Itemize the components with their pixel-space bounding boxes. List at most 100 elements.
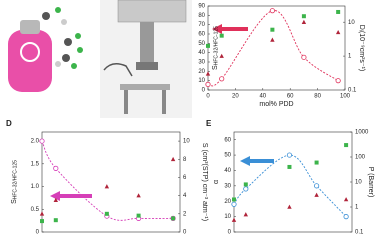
point	[206, 43, 210, 48]
point	[287, 164, 292, 169]
point	[269, 8, 275, 14]
y2-tick-label: 10	[348, 20, 355, 26]
apparatus-illustration	[100, 0, 192, 118]
y2-tick-label: 0	[183, 230, 187, 236]
point	[343, 214, 349, 220]
y-tick-label: 30	[224, 183, 231, 189]
point	[287, 204, 292, 209]
point	[219, 76, 225, 82]
y2-tick-label: 4	[183, 193, 187, 199]
point	[53, 218, 58, 223]
plot-frame	[41, 131, 181, 233]
axis-label-part: (10⁻⁹cm²s⁻¹)	[358, 31, 365, 71]
point	[243, 182, 248, 187]
point	[205, 81, 211, 88]
y2-tick-label: 1000	[355, 130, 369, 136]
y-tick-label: 0.5	[31, 207, 40, 213]
axis-label-part: (cm³(STP) cm⁻³ atm⁻¹)	[201, 148, 208, 222]
arrow	[240, 156, 274, 166]
panel-label: E	[206, 119, 212, 128]
y-tick-label: 50	[224, 153, 231, 159]
y2-tick-label: 2	[183, 211, 187, 217]
point	[314, 160, 319, 165]
y-tick-label: 40	[198, 50, 205, 56]
axis-label: S (cm³(STP) cm⁻³ atm⁻¹)	[201, 143, 208, 221]
y-tick-label: 20	[224, 199, 231, 205]
point	[219, 33, 224, 38]
axis-label-part: i	[357, 30, 363, 31]
point	[205, 71, 211, 76]
point	[53, 165, 59, 171]
panel-label: D	[6, 119, 12, 128]
arrow	[50, 191, 92, 201]
y2-tick-label: 1	[348, 54, 352, 60]
point	[219, 53, 224, 58]
plot-frame	[207, 5, 346, 91]
axis-label: α	[213, 180, 220, 184]
point	[301, 54, 307, 60]
axis-label-part: HFC-32/HFC-125	[214, 26, 220, 65]
y2-tick-label: 8	[183, 157, 187, 163]
curve	[41, 140, 174, 221]
point	[286, 152, 293, 158]
point	[335, 29, 341, 35]
x-tick-label: 40	[259, 94, 266, 100]
point	[136, 213, 141, 218]
point	[301, 19, 307, 24]
point	[39, 211, 45, 216]
y-tick-label: 60	[224, 137, 231, 143]
point	[336, 9, 341, 14]
point	[343, 197, 349, 202]
x-tick-label: 20	[232, 94, 239, 100]
point	[104, 184, 110, 189]
axis-label-part: α	[213, 180, 220, 184]
y2-tick-label: 1	[355, 205, 359, 211]
point	[170, 156, 176, 162]
point	[231, 201, 237, 207]
axis-label-part: HFC-32/HFC-125	[13, 160, 19, 199]
y2-tick-label: 10	[355, 180, 362, 186]
point	[243, 186, 249, 192]
point	[344, 143, 349, 148]
axis-label: Di(10⁻⁹cm²s⁻¹)	[357, 25, 365, 72]
point	[232, 197, 236, 202]
y-tick-label: 50	[198, 41, 205, 47]
point	[270, 27, 275, 32]
point	[243, 212, 248, 217]
x-tick-label: 100	[340, 94, 351, 100]
y-tick-label: 10	[224, 214, 231, 220]
y2-tick-label: 100	[355, 155, 366, 161]
y-tick-label: 0	[36, 230, 40, 236]
point	[104, 211, 109, 216]
axis-label: P (Barrer)	[367, 167, 374, 198]
curve	[207, 10, 339, 87]
point	[301, 14, 306, 19]
x-tick-label: 80	[314, 94, 321, 100]
y-tick-label: 1.0	[31, 184, 40, 190]
x-tick-label: 0	[206, 94, 210, 100]
y-tick-label: 70	[198, 22, 205, 28]
cylinder-illustration	[8, 7, 83, 92]
point	[270, 37, 275, 42]
point	[136, 193, 141, 198]
axis-label: SHFC-32/HFC-125	[212, 26, 220, 70]
y-tick-label: 10	[198, 78, 205, 84]
y2-tick-label: 6	[183, 175, 187, 181]
y-tick-label: 1.5	[31, 161, 40, 167]
y2-tick-label: 10	[183, 139, 190, 145]
point	[335, 78, 341, 84]
y2-tick-label: 0.1	[348, 88, 357, 94]
y-tick-label: 0	[202, 88, 206, 94]
axis-label-part: S	[201, 143, 208, 148]
x-tick-label: 60	[287, 94, 294, 100]
point	[40, 219, 44, 224]
y-tick-label: 30	[198, 60, 205, 66]
point	[313, 183, 320, 189]
point	[53, 197, 58, 202]
point	[171, 216, 176, 221]
y-tick-label: 2.0	[31, 139, 40, 145]
axis-label-part: S	[212, 65, 219, 70]
y-tick-label: 80	[198, 13, 205, 19]
axis-label-part: D	[358, 25, 365, 30]
point	[314, 192, 319, 197]
